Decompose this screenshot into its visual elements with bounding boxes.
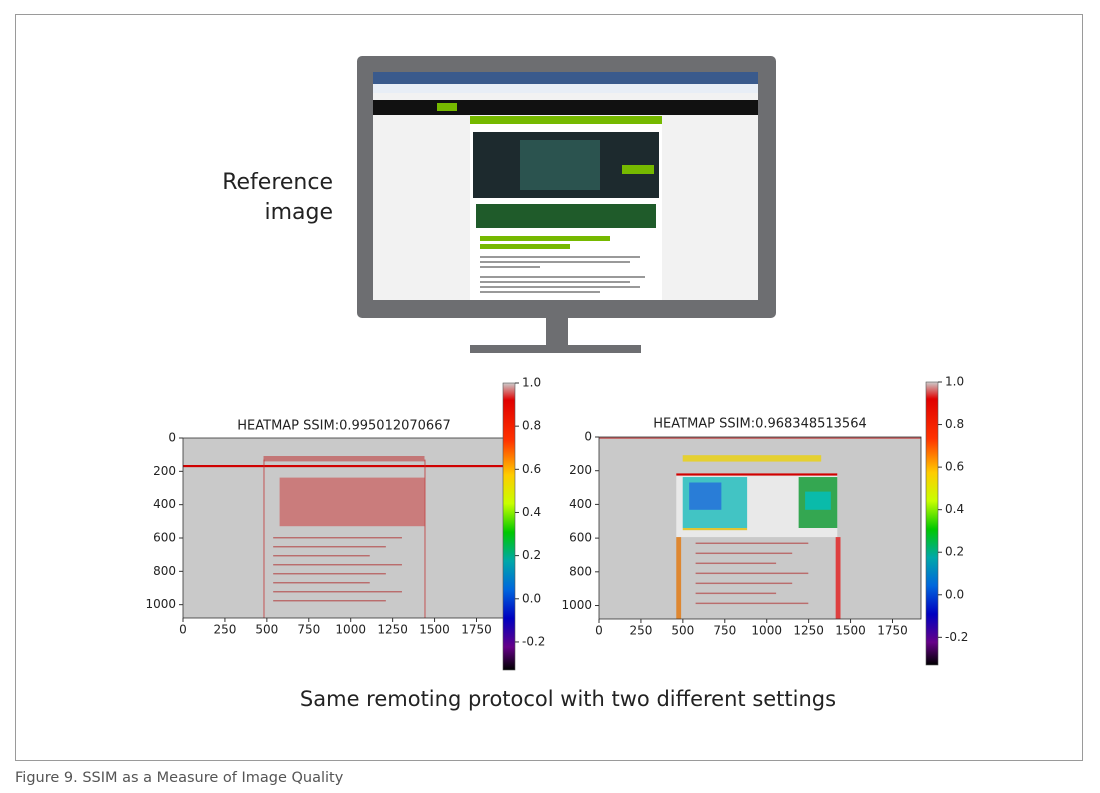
colorbar-tick-label: 0.8 [945,417,964,431]
heatmap-image [183,438,505,618]
heatmap-frame [598,436,922,620]
heatmap-detail [273,582,370,584]
colorbar-tick-label: 1.0 [522,376,541,390]
colorbar-tick-label: 0.8 [522,419,541,433]
y-tick-label: 600 [569,531,592,545]
figure-border [15,14,1083,761]
x-tick-label: 250 [629,624,652,638]
colorbar-tick-label: 0.6 [522,462,541,476]
x-tick-label: 1750 [877,624,908,638]
heatmap-detail [695,542,809,545]
heatmap-detail [273,591,402,593]
heatmap-detail [835,537,841,619]
heatmap-detail [183,465,505,468]
y-tick-label: 800 [153,564,176,578]
heatmap-detail [273,573,386,575]
colorbar-tick-label: 0.0 [522,591,541,605]
heatmap-detail [676,537,682,619]
x-tick-label: 1250 [793,624,824,638]
colorbar-tick-label: 0.4 [522,505,541,519]
monitor [357,56,776,353]
y-tick-label: 1000 [145,597,176,611]
figure-caption: Figure 9. SSIM as a Measure of Image Qua… [15,770,344,786]
colorbar-tick-label: 0.2 [522,548,541,562]
x-tick-label: 250 [213,623,236,637]
x-tick-label: 0 [595,624,603,638]
x-tick-label: 1000 [751,624,782,638]
y-tick-label: 200 [569,463,592,477]
y-tick-label: 0 [168,431,176,445]
heatmap-detail [273,546,386,548]
colorbar-tick-label: 0.4 [945,502,964,516]
heatmap-detail [682,455,822,462]
caption-text: Same remoting protocol with two differen… [300,687,836,711]
heatmap-detail [273,555,370,557]
reference-label: image [264,200,333,225]
x-tick-label: 500 [671,624,694,638]
heatmap-detail [695,562,777,565]
heatmap-detail [273,537,402,539]
y-tick-label: 1000 [561,598,592,612]
heatmap-detail [689,482,722,510]
colorbar-tick-label: -0.2 [522,634,545,648]
heatmap-detail [695,582,793,585]
colorbar-tick-label: -0.2 [945,630,968,644]
y-tick-label: 600 [153,531,176,545]
x-tick-label: 0 [179,623,187,637]
heatmap-detail [263,459,265,618]
colorbar [925,381,939,666]
heatmap-detail [805,491,831,510]
x-tick-label: 1000 [335,623,366,637]
y-tick-label: 400 [569,497,592,511]
heatmap-detail [682,528,748,531]
x-tick-label: 1500 [835,624,866,638]
heatmap-title: HEATMAP SSIM:0.968348513564 [653,417,866,432]
x-tick-label: 1750 [461,623,492,637]
heatmap-detail [676,473,838,476]
heatmap-detail [695,572,809,575]
x-tick-label: 1500 [419,623,450,637]
y-tick-label: 200 [153,464,176,478]
reference-label: Reference [222,170,333,195]
x-tick-label: 750 [297,623,320,637]
heatmap-detail [273,564,402,566]
x-tick-label: 750 [713,624,736,638]
heatmap-detail [273,600,386,602]
heatmap-detail [695,592,777,595]
y-tick-label: 0 [584,430,592,444]
heatmap-detail [599,437,921,439]
heatmap-detail [279,477,425,527]
x-tick-label: 1250 [377,623,408,637]
colorbar-tick-label: 0.0 [945,587,964,601]
colorbar-tick-label: 0.6 [945,460,964,474]
heatmap-detail [263,456,425,462]
colorbar [502,382,516,671]
heatmap-detail [695,602,809,605]
y-tick-label: 800 [569,564,592,578]
colorbar-tick-label: 1.0 [945,375,964,389]
colorbar-tick-label: 0.2 [945,545,964,559]
heatmap-title: HEATMAP SSIM:0.995012070667 [237,419,450,434]
heatmap-detail [424,459,426,618]
x-tick-label: 500 [255,623,278,637]
y-tick-label: 400 [153,497,176,511]
heatmap-detail [695,552,793,555]
